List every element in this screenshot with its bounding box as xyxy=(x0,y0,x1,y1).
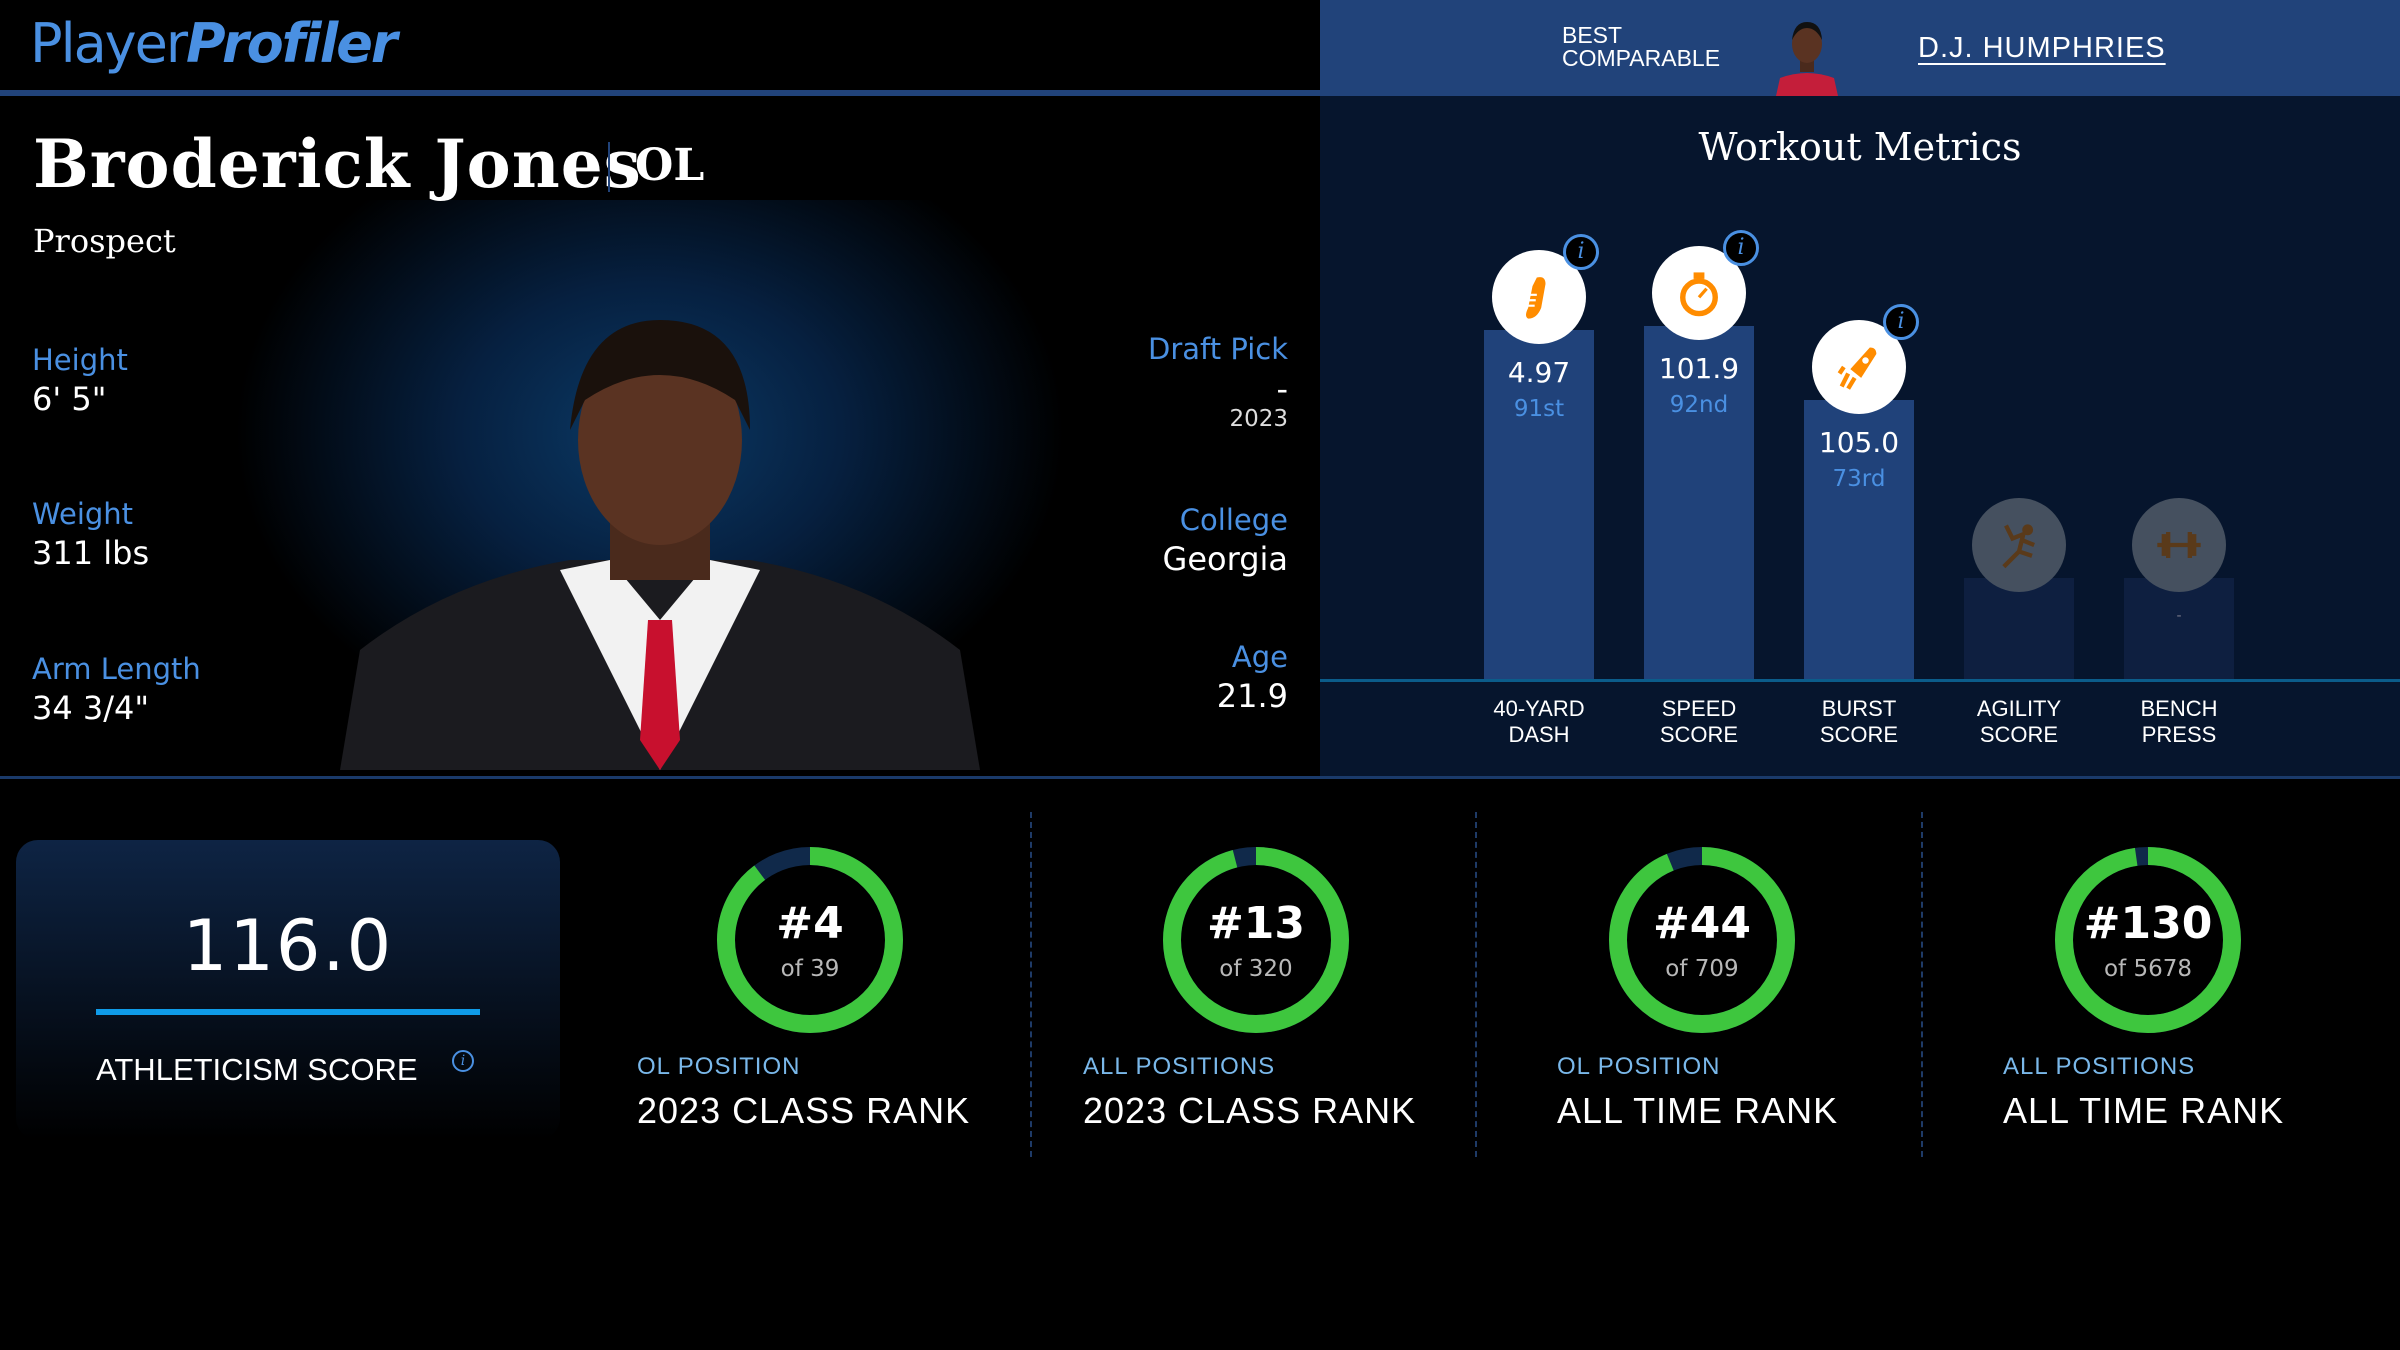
metric-label-line2: SCORE xyxy=(1979,722,2059,747)
rank-scope: ALL POSITIONS xyxy=(1083,1053,1276,1080)
logo-text-player: Player xyxy=(30,12,188,75)
draft-pick-label: Draft Pick xyxy=(1148,332,1288,366)
chart-baseline xyxy=(1320,679,2400,682)
logo-text-profiler: Profiler xyxy=(186,12,397,75)
ring-fill xyxy=(717,847,903,1033)
metric-bar xyxy=(1644,326,1754,680)
metric-percentile: 73rd xyxy=(1832,466,1886,492)
rank-number: #44 xyxy=(1652,898,1752,949)
metric-value: 105.0 xyxy=(1818,426,1900,459)
player-photo xyxy=(340,320,980,770)
metric-percentile: 92nd xyxy=(1669,392,1729,418)
height-value: 6' 5" xyxy=(32,380,107,418)
rank-title: 2023 CLASS RANK xyxy=(1083,1090,1417,1131)
metric-label: AGILITY SCORE xyxy=(1939,696,2099,748)
rank-divider xyxy=(1921,812,1923,1157)
weight-value: 311 lbs xyxy=(32,534,150,572)
metric-label: BURST SCORE xyxy=(1779,696,1939,748)
metric-percentile: 91st xyxy=(1513,396,1565,422)
metric-label-line2: PRESS xyxy=(2141,722,2217,747)
ring-fill xyxy=(1609,847,1795,1033)
age-value: 21.9 xyxy=(1216,677,1288,715)
athleticism-score: 116.0 xyxy=(182,905,394,987)
info-icon[interactable]: i xyxy=(1723,230,1759,266)
rank-title: 2023 CLASS RANK xyxy=(637,1090,971,1131)
best-label-line1: BEST xyxy=(1562,22,1623,48)
metric-label-line1: BURST xyxy=(1821,696,1897,721)
best-comparable-link[interactable]: D.J. HUMPHRIES xyxy=(1918,32,2166,64)
metric-label-line1: AGILITY xyxy=(1976,696,2062,721)
athleticism-info-icon[interactable]: i xyxy=(452,1050,474,1072)
ring-fill xyxy=(2055,847,2241,1033)
rank-divider xyxy=(1030,812,1032,1157)
rank-scope: ALL POSITIONS xyxy=(2003,1053,2196,1080)
athleticism-score-bar xyxy=(96,1009,480,1015)
best-label-line2: COMPARABLE xyxy=(1562,45,1721,71)
arm-length-value: 34 3/4" xyxy=(32,689,150,727)
metric-bar xyxy=(2124,578,2234,680)
metric-value: 4.97 xyxy=(1507,356,1571,389)
athleticism-card xyxy=(16,840,560,1140)
rank-title: ALL TIME RANK xyxy=(2003,1090,2285,1131)
metric-bar xyxy=(1484,330,1594,680)
metric-value: 101.9 xyxy=(1658,352,1740,385)
rank-scope: OL POSITION xyxy=(637,1053,801,1080)
rank-ring xyxy=(2055,847,2241,1033)
rank-number: #4 xyxy=(776,898,844,949)
rank-ring xyxy=(717,847,903,1033)
weight-label: Weight xyxy=(32,497,134,531)
best-comparable-bar xyxy=(1320,0,2400,96)
section-divider xyxy=(0,776,2400,779)
metric-label-line2: SCORE xyxy=(1819,722,1899,747)
metric-value: - xyxy=(2176,608,2182,624)
rank-total: of 39 xyxy=(780,956,840,982)
workout-metrics-title: Workout Metrics xyxy=(1698,125,2022,169)
draft-year: 2023 xyxy=(1229,406,1288,432)
rank-total: of 709 xyxy=(1665,956,1739,982)
metric-label: BENCH PRESS xyxy=(2099,696,2259,748)
metric-label: 40-YARD DASH xyxy=(1459,696,1619,748)
metric-label: SPEED SCORE xyxy=(1619,696,1779,748)
barbell-icon xyxy=(2132,498,2226,592)
comparable-player-photo[interactable] xyxy=(1776,16,1838,96)
player-position: OL xyxy=(635,140,705,191)
metric-bar xyxy=(1804,400,1914,680)
info-icon[interactable]: i xyxy=(1883,304,1919,340)
college-value: Georgia xyxy=(1162,540,1288,578)
info-icon[interactable]: i xyxy=(1563,234,1599,270)
rank-ring xyxy=(1163,847,1349,1033)
rank-number: #13 xyxy=(1206,898,1306,949)
runner-icon xyxy=(1972,498,2066,592)
rank-scope: OL POSITION xyxy=(1557,1053,1721,1080)
name-separator xyxy=(608,142,610,192)
ring-fill xyxy=(1163,847,1349,1033)
player-status: Prospect xyxy=(33,222,176,260)
player-name: Broderick Jones xyxy=(33,125,642,203)
metric-label-line2: DASH xyxy=(1508,722,1570,747)
college-label: College xyxy=(1179,503,1288,537)
logo[interactable]: PlayerProfiler xyxy=(30,12,397,75)
athleticism-score-label: ATHLETICISM SCORE xyxy=(96,1052,418,1087)
rank-number: #130 xyxy=(2083,898,2213,949)
rank-total: of 320 xyxy=(1219,956,1293,982)
arm-length-label: Arm Length xyxy=(32,652,201,686)
draft-pick-value: - xyxy=(1276,370,1288,408)
rank-ring xyxy=(1609,847,1795,1033)
metric-label-line2: SCORE xyxy=(1659,722,1739,747)
top-header xyxy=(0,0,1320,90)
rank-title: ALL TIME RANK xyxy=(1557,1090,1839,1131)
metric-label-line1: BENCH xyxy=(2140,696,2218,721)
best-comparable-label: BEST COMPARABLE xyxy=(1562,24,1720,70)
rank-divider xyxy=(1475,812,1477,1157)
age-label: Age xyxy=(1231,640,1288,674)
header-divider xyxy=(0,90,1320,96)
height-label: Height xyxy=(32,343,128,377)
rank-total: of 5678 xyxy=(2103,956,2192,982)
shoe-icon xyxy=(1492,250,1586,344)
metric-label-line1: SPEED xyxy=(1661,696,1737,721)
metric-bar xyxy=(1964,578,2074,680)
metric-label-line1: 40-YARD xyxy=(1493,696,1585,721)
